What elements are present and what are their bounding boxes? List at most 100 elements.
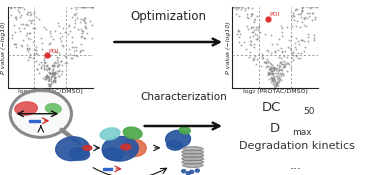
Point bbox=[282, 60, 288, 63]
Point bbox=[269, 79, 275, 81]
Point bbox=[245, 7, 251, 10]
Point bbox=[230, 6, 236, 8]
Point bbox=[62, 30, 68, 33]
Point bbox=[278, 79, 284, 82]
Point bbox=[285, 61, 291, 64]
Point bbox=[270, 79, 276, 82]
Point bbox=[308, 12, 314, 15]
Point bbox=[288, 67, 294, 70]
Point bbox=[47, 54, 53, 57]
Point bbox=[279, 50, 285, 52]
Point bbox=[49, 71, 55, 74]
Point bbox=[17, 6, 23, 8]
Point bbox=[55, 65, 61, 68]
Point bbox=[71, 18, 77, 21]
Point bbox=[77, 50, 83, 52]
Point bbox=[274, 72, 280, 75]
Point bbox=[254, 33, 260, 36]
Point bbox=[36, 72, 42, 75]
Point bbox=[269, 69, 275, 72]
Point bbox=[267, 72, 273, 75]
Point bbox=[299, 39, 305, 42]
Point bbox=[254, 57, 260, 60]
Point bbox=[275, 80, 281, 83]
Point bbox=[18, 14, 24, 17]
Point bbox=[50, 66, 56, 69]
Point bbox=[52, 72, 58, 74]
Point bbox=[276, 78, 282, 81]
Point bbox=[270, 78, 276, 81]
Point bbox=[273, 75, 279, 78]
Point bbox=[254, 27, 260, 30]
Point bbox=[51, 80, 57, 83]
Ellipse shape bbox=[121, 144, 131, 150]
Point bbox=[74, 54, 81, 57]
Point bbox=[276, 80, 282, 83]
Point bbox=[54, 61, 60, 63]
Point bbox=[270, 73, 276, 76]
Point bbox=[20, 7, 26, 10]
Point bbox=[8, 6, 14, 8]
Point bbox=[78, 28, 84, 31]
Point bbox=[82, 21, 88, 23]
Point bbox=[271, 68, 277, 71]
Point bbox=[16, 10, 22, 13]
Point bbox=[58, 60, 64, 62]
Point bbox=[278, 60, 284, 63]
Point bbox=[66, 24, 72, 27]
Point bbox=[9, 37, 15, 40]
Point bbox=[267, 71, 273, 74]
Point bbox=[249, 13, 255, 16]
Point bbox=[263, 66, 269, 69]
Point bbox=[299, 10, 305, 13]
Point bbox=[276, 77, 282, 80]
Point bbox=[49, 68, 55, 71]
Point bbox=[50, 68, 56, 71]
Point bbox=[293, 8, 299, 11]
Point bbox=[269, 66, 275, 69]
Point bbox=[279, 27, 285, 30]
Point bbox=[42, 68, 48, 70]
Point bbox=[81, 6, 87, 8]
Point bbox=[288, 49, 294, 51]
Point bbox=[69, 16, 75, 19]
Point bbox=[294, 8, 300, 11]
Point bbox=[305, 33, 311, 36]
Point bbox=[50, 79, 56, 82]
Point bbox=[268, 81, 274, 83]
Point bbox=[280, 60, 286, 63]
Point bbox=[269, 72, 275, 75]
Point bbox=[250, 31, 256, 34]
X-axis label: log₂ (PROTAC/DMSO): log₂ (PROTAC/DMSO) bbox=[243, 89, 307, 94]
Point bbox=[46, 84, 53, 87]
Point bbox=[279, 69, 285, 72]
Point bbox=[279, 31, 285, 34]
Point bbox=[293, 47, 299, 50]
Point bbox=[265, 61, 271, 64]
Point bbox=[262, 60, 268, 63]
Point bbox=[12, 15, 19, 18]
Point bbox=[48, 76, 54, 79]
Point bbox=[296, 43, 302, 46]
Point bbox=[45, 75, 51, 78]
Point bbox=[271, 68, 277, 71]
Point bbox=[41, 65, 47, 68]
Point bbox=[56, 69, 62, 72]
Point bbox=[45, 75, 51, 78]
Point bbox=[42, 62, 48, 64]
Point bbox=[73, 46, 79, 48]
Point bbox=[72, 22, 78, 24]
Point bbox=[296, 13, 302, 16]
Point bbox=[286, 39, 292, 42]
Point bbox=[272, 50, 278, 53]
Ellipse shape bbox=[121, 139, 146, 157]
Point bbox=[265, 60, 271, 63]
Point bbox=[230, 6, 236, 8]
Text: Characterization: Characterization bbox=[140, 92, 227, 102]
Point bbox=[71, 50, 77, 52]
Point bbox=[260, 57, 266, 60]
Point bbox=[233, 6, 239, 8]
Point bbox=[51, 74, 57, 77]
Point bbox=[51, 77, 57, 80]
Circle shape bbox=[10, 90, 71, 137]
